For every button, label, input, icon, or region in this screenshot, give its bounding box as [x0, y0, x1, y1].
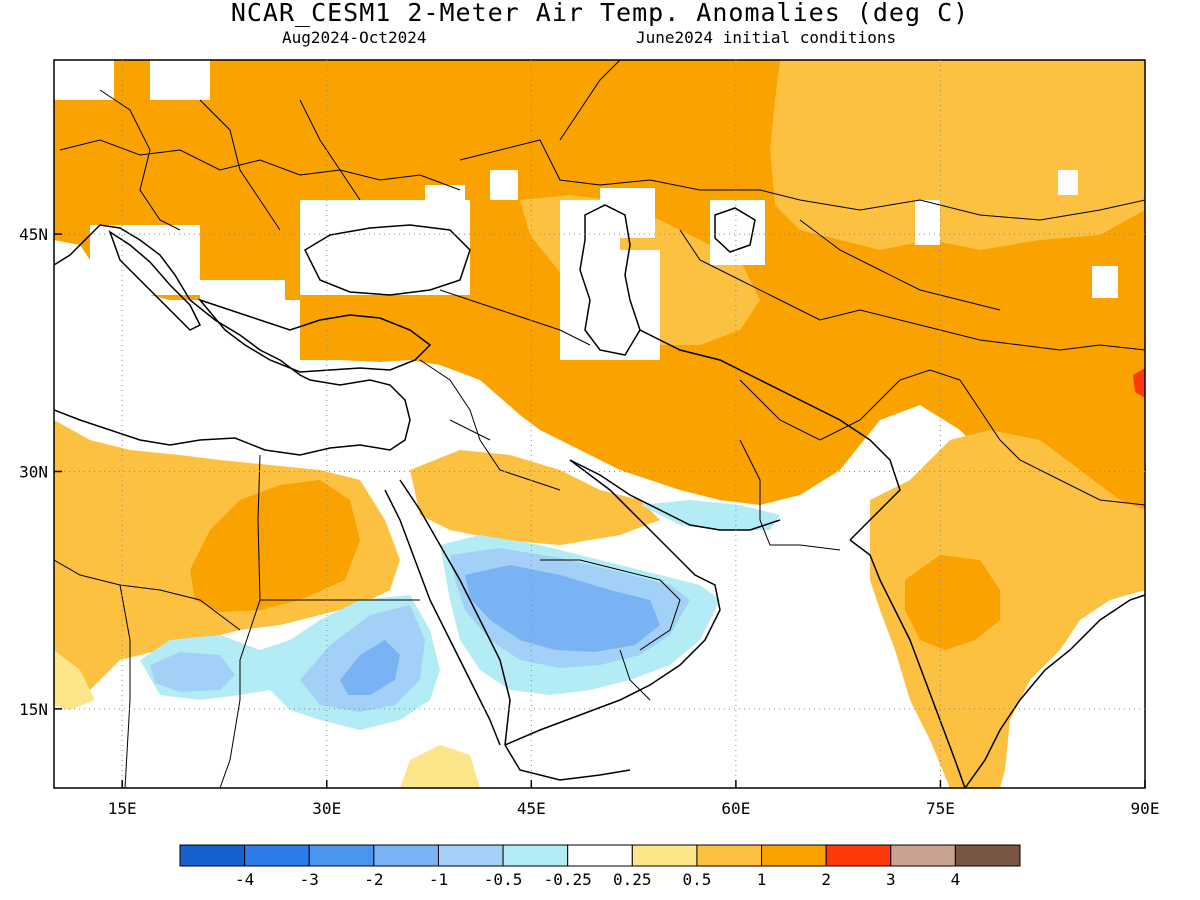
colorbar-label: 0.5 — [682, 870, 711, 889]
lon-tick-label: 75E — [926, 799, 955, 818]
colorbar-label: -2 — [364, 870, 383, 889]
colorbar-swatch — [567, 844, 633, 867]
anomaly-region-tibet-red — [1133, 368, 1145, 398]
colorbar-swatch — [437, 844, 504, 867]
colorbar-label: -4 — [235, 870, 254, 889]
lat-tick-label: 15N — [19, 700, 48, 719]
colorbar-swatch — [890, 844, 956, 867]
map-frame — [53, 59, 1146, 789]
lon-tick-label: 15E — [108, 799, 137, 818]
lon-tick-label: 45E — [517, 799, 546, 818]
colorbar-label: 3 — [886, 870, 896, 889]
anomaly-region-arabia — [410, 450, 660, 545]
colorbar-label: -0.25 — [544, 870, 592, 889]
anomaly-region-gulf-cyan — [640, 500, 780, 530]
lon-tick-label: 30E — [312, 799, 341, 818]
masked-cells — [54, 60, 1118, 460]
colorbar-label: 0.25 — [613, 870, 652, 889]
black-sea — [304, 224, 471, 296]
colorbar-label: 4 — [951, 870, 961, 889]
anomaly-region-arabia-light-blue — [465, 565, 660, 652]
anomaly-region-sudan-light-blue — [340, 640, 400, 695]
anomaly-region-ethiopia — [400, 745, 480, 788]
coastlines — [54, 204, 1145, 788]
lat-tick-label: 30N — [19, 462, 48, 481]
red-sea-east — [399, 479, 511, 746]
initial-conditions: June2024 initial conditions — [636, 28, 897, 47]
anomaly-region-india — [870, 430, 1145, 788]
colorbar-swatch — [373, 844, 439, 867]
colorbar-swatch — [631, 844, 698, 867]
graticule — [54, 60, 1145, 788]
anomaly-region-central-india — [905, 555, 1000, 650]
colorbar-label: 1 — [757, 870, 767, 889]
persian-gulf — [569, 459, 781, 531]
colorbar-swatch — [696, 844, 763, 867]
iran-coast — [639, 329, 901, 541]
colorbar-swatch — [761, 844, 827, 867]
africa-horn-coast — [504, 744, 631, 781]
colorbar-swatch — [825, 844, 892, 867]
india-coast — [849, 539, 1145, 788]
colorbar-label: 2 — [821, 870, 831, 889]
aral-sea — [714, 207, 756, 253]
red-sea-west — [384, 489, 501, 746]
colorbar-label: -0.5 — [484, 870, 523, 889]
colorbar-swatch — [308, 844, 375, 867]
lon-tick-label: 90E — [1131, 799, 1160, 818]
arabia-south-coast — [504, 459, 721, 746]
colorbar-swatch — [244, 844, 310, 867]
colorbar-swatch — [179, 844, 246, 867]
map-title: NCAR_CESM1 2-Meter Air Temp. Anomalies (… — [230, 0, 970, 27]
anomaly-region-chad-pale-blue — [150, 652, 235, 692]
axis-ticks: 15E 30E 45E 60E 75E 90E 45N 30N 15N — [19, 225, 1159, 818]
caspian-sea — [579, 204, 641, 356]
country-borders — [54, 60, 1145, 788]
anomaly-region-west-africa — [54, 650, 95, 710]
greece-turkey-coast — [197, 298, 432, 373]
lat-tick-label: 45N — [19, 225, 48, 244]
italy-coast — [108, 230, 202, 331]
colorbar-label: -1 — [429, 870, 448, 889]
anomaly-region-kazakh — [770, 60, 1145, 250]
colorbar: -4 -3 -2 -1 -0.5 -0.25 0.25 0.5 1 2 3 4 — [179, 844, 1021, 889]
colorbar-swatch — [954, 844, 1021, 867]
colorbar-label: -3 — [300, 870, 319, 889]
lon-tick-label: 60E — [721, 799, 750, 818]
forecast-period: Aug2024-Oct2024 — [282, 28, 427, 47]
colorbar-swatch — [502, 844, 569, 867]
mediterranean-coast — [54, 224, 411, 456]
anomaly-region-sahara-core — [190, 480, 360, 612]
